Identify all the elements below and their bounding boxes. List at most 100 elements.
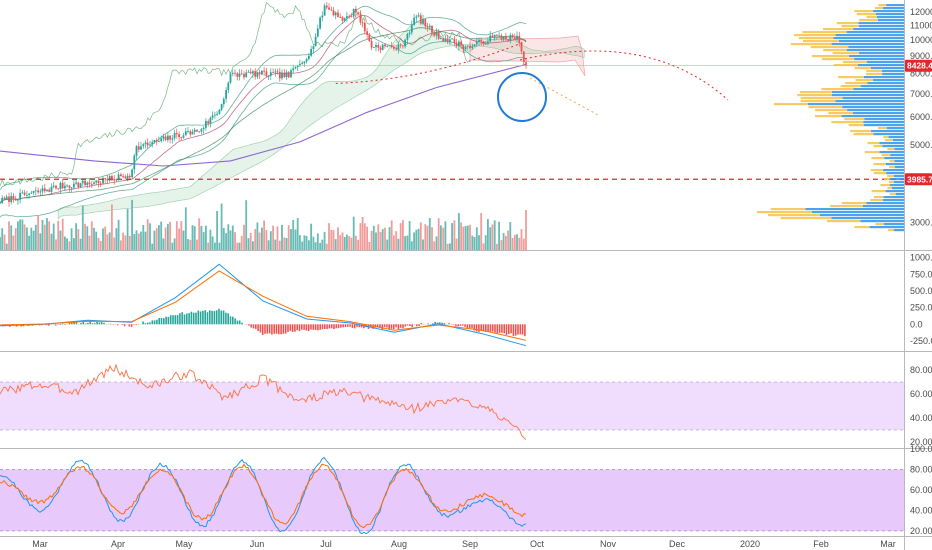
candle-body (187, 131, 189, 132)
volume-profile-bar-down (889, 160, 895, 163)
volume-bar (379, 232, 382, 250)
candle-body (19, 192, 21, 200)
candle-body (231, 72, 234, 74)
volume-profile-bar-up (863, 76, 904, 79)
rsi-panel[interactable] (0, 363, 904, 440)
candle-body (164, 136, 167, 141)
volume-bar (26, 227, 28, 250)
candle-body (424, 19, 427, 27)
candle-body (30, 192, 33, 194)
candle-body (276, 71, 279, 73)
candle-body (175, 133, 178, 135)
bollinger-lower (0, 33, 527, 218)
candle-body (162, 136, 165, 139)
volume-profile-bar-up (883, 7, 904, 10)
volume-bar (175, 221, 178, 250)
volume-bar (408, 221, 411, 250)
volume-profile-bar-up (867, 82, 904, 85)
volume-bar (480, 213, 483, 250)
macd-histogram-bar (494, 324, 496, 333)
macd-panel[interactable] (0, 263, 527, 347)
volume-bar (464, 225, 467, 250)
macd-histogram-bar (87, 322, 89, 325)
candle-body (444, 38, 447, 42)
volume-profile-bar-down (840, 85, 861, 88)
candle-body (43, 188, 46, 192)
volume-bar (337, 227, 339, 250)
price-tick-label: 10000.0 (910, 35, 932, 45)
price-panel[interactable] (0, 1, 904, 250)
candle-body (359, 14, 362, 23)
price-tick-label: 9000.0 (910, 51, 932, 61)
macd-histogram-bar (158, 318, 160, 325)
candle-body (314, 36, 317, 47)
volume-bar (269, 231, 272, 250)
volume-profile-bar-down (841, 202, 867, 205)
macd-histogram-bar (393, 324, 395, 330)
candle-body (328, 7, 330, 10)
volume-profile-bar-down (799, 91, 832, 94)
stochastic-panel[interactable] (0, 456, 904, 535)
volume-profile-bar-down (866, 16, 877, 19)
volume-profile-bar-down (827, 220, 861, 223)
candle-body (449, 39, 451, 42)
volume-bar (231, 225, 234, 250)
candle-body (308, 55, 310, 60)
time-tick-label: Oct (530, 539, 545, 549)
volume-profile-bar-up (866, 202, 904, 205)
candle-body (379, 47, 382, 50)
volume-profile-bar-up (882, 199, 904, 202)
volume-bar (144, 231, 147, 250)
candle-body (522, 51, 525, 63)
volume-bar (187, 239, 189, 250)
volume-profile-bar-down (845, 82, 868, 85)
macd-tick-label: 500.0 (910, 286, 932, 296)
volume-profile-bar-up (838, 40, 904, 43)
macd-histogram-bar (153, 320, 156, 325)
macd-histogram-bar (314, 324, 317, 330)
candle-body (48, 189, 51, 192)
candle-body (404, 39, 406, 47)
macd-histogram-bar (117, 324, 119, 326)
candle-body (160, 138, 163, 142)
macd-histogram-bar (439, 322, 441, 325)
volume-profile-bar-down (810, 46, 849, 49)
volume-bar (189, 239, 192, 250)
volume-bar (131, 199, 133, 250)
macd-histogram-bar (496, 324, 499, 334)
candle-body (272, 72, 274, 73)
volume-bar (325, 243, 328, 250)
candle-body (245, 72, 248, 78)
candle-body (310, 49, 312, 56)
volume-bar (487, 219, 489, 250)
volume-bar (513, 234, 516, 250)
macd-histogram-bar (282, 324, 285, 334)
volume-bar (108, 232, 111, 250)
macd-histogram-bar (464, 324, 466, 327)
volume-profile-bar-up (889, 178, 904, 181)
volume-bar (261, 227, 263, 250)
volume-bar (164, 227, 167, 250)
volume-bar (368, 242, 371, 250)
volume-bar (283, 237, 286, 250)
volume-bar (227, 224, 230, 250)
volume-bar (290, 229, 292, 250)
volume-profile-bar-down (881, 154, 891, 157)
candle-body (200, 129, 203, 132)
candle-body (348, 16, 351, 17)
volume-bar (17, 221, 19, 250)
macd-histogram-bar (291, 324, 294, 332)
volume-profile-bar-down (767, 214, 820, 217)
volume-bar (5, 243, 8, 250)
macd-histogram-bar (236, 320, 239, 325)
volume-bar (214, 242, 216, 250)
volume-profile-bar-up (807, 103, 904, 106)
volume-bar (57, 220, 60, 250)
macd-histogram-bar (174, 315, 177, 325)
candle-body (511, 35, 514, 38)
candle-body (370, 41, 373, 48)
macd-histogram-bar (133, 324, 135, 325)
volume-profile-bar-up (866, 61, 904, 64)
volume-bar (68, 241, 71, 250)
